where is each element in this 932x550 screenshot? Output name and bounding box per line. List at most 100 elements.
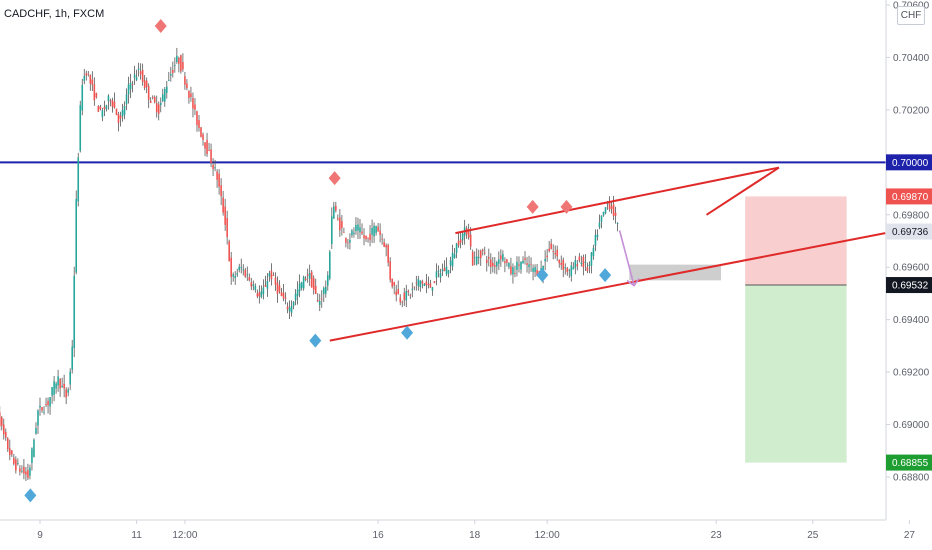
candle-body [359,227,361,233]
candle-body [89,75,92,84]
currency-badge[interactable]: CHF [897,6,925,25]
candle-body [21,470,23,472]
candle-body [47,400,49,406]
candle-body [403,292,406,301]
candle-body [514,273,516,274]
candle-body [278,285,281,292]
candle-body [371,228,373,235]
candle-body [143,80,146,89]
candle-body [590,252,593,266]
candle-body [351,230,353,236]
candle-body [459,239,462,243]
candle-body [407,290,410,293]
candle-body [337,218,339,220]
candle-body [602,211,605,216]
candle-body [0,412,1,427]
candle-body [401,301,404,303]
candle-body [224,206,226,225]
candle-body [262,287,265,295]
candle-body [504,261,506,264]
time-tick-label: 25 [807,530,819,541]
candle-body [598,222,601,228]
candle-body [210,149,212,164]
candle-body [564,267,567,269]
candle-body [383,242,385,247]
candle-body [198,120,200,129]
candle-body [397,289,400,295]
peak-marker [560,199,573,214]
candle-body [610,206,613,209]
candle-body [524,258,526,260]
candle-body [125,94,128,105]
candle-body [258,292,261,297]
candle-body [578,256,581,261]
candle-body [415,282,418,284]
candle-body [481,249,484,251]
candle-body [612,204,615,216]
candle-body [437,270,440,272]
candle-body [298,283,301,292]
candle-body [208,150,210,152]
candle-body [81,84,84,111]
candle-body [286,306,289,310]
candle-body [391,278,393,287]
candle-body [113,101,116,108]
candle-body [33,439,35,457]
candle-body [161,94,164,102]
trough-marker [536,268,549,283]
candle-body [526,263,528,265]
candle-body [69,371,71,385]
candle-body [369,233,371,241]
candle-body [431,287,434,291]
candle-body [53,381,55,395]
candle-body [194,104,196,110]
candle-body [153,97,156,103]
candle-body [121,110,124,117]
price-tick-label: 0.69600 [893,263,930,274]
candle-body [318,300,321,305]
candle-body [103,106,106,110]
candle-body [180,55,182,72]
candle-body [594,235,597,246]
candle-body [236,273,239,275]
candle-body [91,79,94,85]
candle-body [139,71,142,75]
projection-arrowhead [626,278,640,287]
candle-body [427,284,430,286]
candle-body [57,376,59,386]
candle-body [550,243,552,250]
candle-body [498,259,500,264]
candle-body [596,234,599,238]
candle-body [528,264,530,268]
candle-body [147,86,150,100]
candle-body [508,263,510,268]
candle-body [27,470,29,478]
candle-body [141,69,144,82]
candle-body [63,383,65,389]
candle-body [357,224,359,231]
candle-body [268,273,271,277]
candle-body [145,80,148,87]
stop-loss-zone [745,196,847,286]
candle-body [421,281,424,284]
candle-body [2,424,5,435]
candle-body [111,100,114,107]
candle-body [534,267,536,273]
candle-body [367,237,369,239]
candle-body [294,293,297,301]
candle-body [548,248,550,252]
candle-body [616,223,619,224]
candle-body [335,205,337,211]
candle-body [304,278,307,280]
candle-body [129,82,132,90]
candle-body [560,262,563,265]
candle-body [341,221,343,228]
candle-body [393,282,395,286]
candle-body [73,275,76,348]
candle-body [433,281,436,283]
candle-body [93,84,96,101]
candle-body [109,100,112,102]
candle-body [365,235,367,240]
candle-body [17,463,19,464]
